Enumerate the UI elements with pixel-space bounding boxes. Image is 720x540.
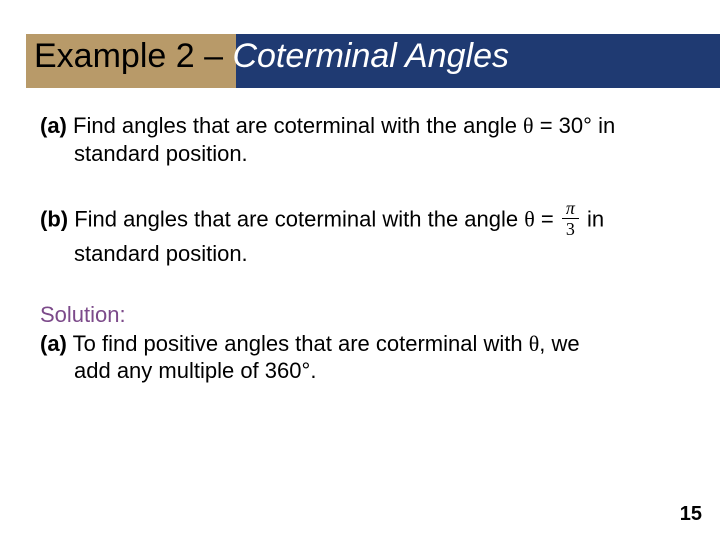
theta-b: θ <box>524 206 535 231</box>
line2-a: standard position. <box>40 140 680 168</box>
deg-a: ° <box>583 113 592 138</box>
label-a: (a) <box>40 113 67 138</box>
title-topic: Coterminal Angles <box>232 37 509 75</box>
sol-line2-a-text: add any multiple of 360 <box>74 358 302 383</box>
fraction-pi-over-3: π3 <box>562 199 579 238</box>
tail-b: in <box>581 206 604 231</box>
problem-a: (a) Find angles that are coterminal with… <box>40 112 680 167</box>
sol-tail-a: , we <box>539 331 579 356</box>
line2-b: standard position. <box>40 240 680 268</box>
page-number: 15 <box>680 503 702 526</box>
solution-a: (a) To find positive angles that are cot… <box>40 330 680 385</box>
text-b-1: Find angles that are coterminal with the… <box>68 206 524 231</box>
sol-theta-a: θ <box>529 331 540 356</box>
solution-heading: Solution: <box>40 302 680 328</box>
sol-text-a-1: To find positive angles that are cotermi… <box>67 331 529 356</box>
tail-a: in <box>592 113 615 138</box>
sol-label-a: (a) <box>40 331 67 356</box>
sol-line2-a: add any multiple of 360°. <box>40 357 680 385</box>
theta-a: θ <box>523 113 534 138</box>
label-b: (b) <box>40 206 68 231</box>
text-a-1: Find angles that are coterminal with the… <box>67 113 523 138</box>
slide: Example 2 – Coterminal Angles (a) Find a… <box>0 0 720 540</box>
frac-num: π <box>562 199 579 219</box>
title-text: Example 2 – Coterminal Angles <box>34 37 509 76</box>
problem-b: (b) Find angles that are coterminal with… <box>40 201 680 268</box>
title-prefix: Example 2 – <box>34 37 232 75</box>
body-content: (a) Find angles that are coterminal with… <box>40 112 680 385</box>
eq-a: = 30 <box>534 113 584 138</box>
sol-line2-a-deg: ° <box>302 358 311 383</box>
sol-line2-a-dot: . <box>310 358 316 383</box>
title-bar: Example 2 – Coterminal Angles <box>26 34 720 88</box>
frac-den: 3 <box>562 219 579 238</box>
eq-b: = <box>535 206 560 231</box>
